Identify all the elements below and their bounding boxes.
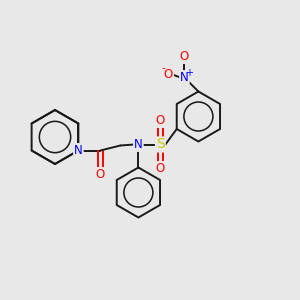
Text: +: + — [185, 68, 194, 77]
Text: S: S — [156, 137, 165, 152]
Text: N: N — [74, 144, 83, 157]
Text: O: O — [164, 68, 173, 81]
Text: O: O — [156, 114, 165, 127]
Text: O: O — [180, 50, 189, 63]
Text: N: N — [180, 71, 189, 84]
Text: N: N — [134, 138, 143, 151]
Text: O: O — [96, 168, 105, 181]
Text: -: - — [161, 64, 165, 74]
Text: O: O — [156, 162, 165, 175]
